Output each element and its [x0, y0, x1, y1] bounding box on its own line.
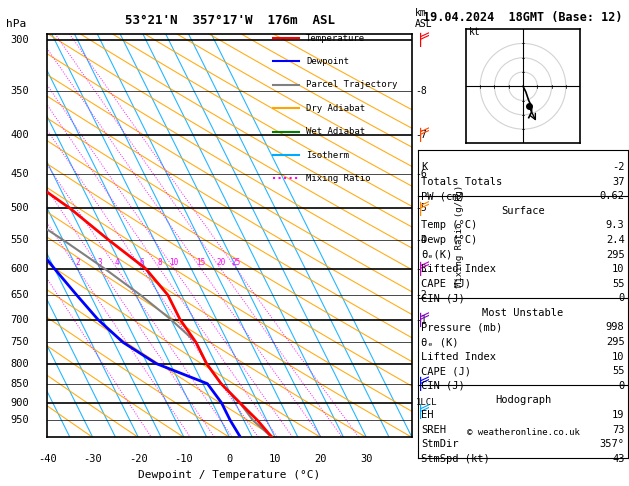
Text: -8: -8 — [416, 86, 427, 96]
Text: θₑ (K): θₑ (K) — [421, 337, 459, 347]
Text: -6: -6 — [416, 169, 427, 178]
Text: 900: 900 — [10, 398, 29, 408]
Text: 43: 43 — [612, 454, 625, 464]
Text: Dewpoint / Temperature (°C): Dewpoint / Temperature (°C) — [138, 469, 321, 480]
Text: Mixing Ratio: Mixing Ratio — [306, 174, 370, 183]
Text: 15: 15 — [196, 258, 206, 267]
Text: 30: 30 — [360, 453, 372, 464]
Text: hPa: hPa — [6, 19, 26, 29]
Text: 295: 295 — [606, 337, 625, 347]
Text: 37: 37 — [612, 176, 625, 187]
Text: -2: -2 — [416, 290, 427, 300]
Text: 3: 3 — [98, 258, 103, 267]
Text: 400: 400 — [10, 130, 29, 139]
Text: StmDir: StmDir — [421, 439, 459, 449]
Text: Pressure (mb): Pressure (mb) — [421, 323, 503, 332]
Text: EH: EH — [421, 410, 434, 420]
Text: 53°21'N  357°17'W  176m  ASL: 53°21'N 357°17'W 176m ASL — [125, 14, 335, 27]
Text: CIN (J): CIN (J) — [421, 381, 465, 391]
Text: Temp (°C): Temp (°C) — [421, 221, 477, 230]
Text: -7: -7 — [416, 130, 427, 139]
Text: Dewpoint: Dewpoint — [306, 57, 349, 66]
Text: 19.04.2024  18GMT (Base: 12): 19.04.2024 18GMT (Base: 12) — [423, 11, 623, 24]
Text: 25: 25 — [231, 258, 241, 267]
Text: -40: -40 — [38, 453, 57, 464]
Text: CAPE (J): CAPE (J) — [421, 279, 471, 289]
Text: SREH: SREH — [421, 425, 447, 434]
Text: 19: 19 — [612, 410, 625, 420]
Text: 2.4: 2.4 — [606, 235, 625, 245]
Text: θₑ(K): θₑ(K) — [421, 250, 453, 260]
Text: 850: 850 — [10, 379, 29, 389]
Text: Lifted Index: Lifted Index — [421, 352, 496, 362]
Text: 350: 350 — [10, 86, 29, 96]
Text: -20: -20 — [129, 453, 148, 464]
Text: 55: 55 — [612, 279, 625, 289]
Text: 950: 950 — [10, 416, 29, 425]
Text: -2: -2 — [612, 162, 625, 172]
Text: 1LCL: 1LCL — [416, 398, 437, 407]
Text: 73: 73 — [612, 425, 625, 434]
Text: -1: -1 — [416, 314, 427, 325]
Text: 0: 0 — [618, 294, 625, 303]
Text: -5: -5 — [416, 203, 427, 213]
Text: PW (cm): PW (cm) — [421, 191, 465, 201]
Text: Parcel Trajectory: Parcel Trajectory — [306, 80, 398, 89]
Text: -4: -4 — [416, 235, 427, 245]
Text: 300: 300 — [10, 35, 29, 45]
Text: 650: 650 — [10, 290, 29, 300]
Text: 10: 10 — [612, 264, 625, 274]
Text: 0: 0 — [226, 453, 233, 464]
Text: 10: 10 — [169, 258, 179, 267]
Text: 0: 0 — [618, 381, 625, 391]
Text: Dewp (°C): Dewp (°C) — [421, 235, 477, 245]
Text: Isotherm: Isotherm — [306, 151, 349, 159]
Text: -10: -10 — [175, 453, 193, 464]
Text: 450: 450 — [10, 169, 29, 178]
Text: K: K — [421, 162, 428, 172]
Text: 10: 10 — [269, 453, 281, 464]
Text: 6: 6 — [139, 258, 144, 267]
Text: Mixing Ratio (g/kg): Mixing Ratio (g/kg) — [455, 185, 464, 287]
Text: 55: 55 — [612, 366, 625, 376]
Text: CIN (J): CIN (J) — [421, 294, 465, 303]
Text: 8: 8 — [157, 258, 162, 267]
Text: 10: 10 — [612, 352, 625, 362]
Text: 2: 2 — [75, 258, 80, 267]
Text: Most Unstable: Most Unstable — [482, 308, 564, 318]
Text: 550: 550 — [10, 235, 29, 245]
Text: 295: 295 — [606, 250, 625, 260]
Text: Dry Adiabat: Dry Adiabat — [306, 104, 365, 113]
Text: 600: 600 — [10, 263, 29, 274]
Text: Surface: Surface — [501, 206, 545, 216]
Text: 357°: 357° — [599, 439, 625, 449]
Text: -3: -3 — [416, 263, 427, 274]
Text: 998: 998 — [606, 323, 625, 332]
Text: 0.62: 0.62 — [599, 191, 625, 201]
Text: Temperature: Temperature — [306, 34, 365, 43]
Text: 4: 4 — [114, 258, 120, 267]
Text: 700: 700 — [10, 314, 29, 325]
Text: 500: 500 — [10, 203, 29, 213]
Text: 20: 20 — [216, 258, 225, 267]
Text: CAPE (J): CAPE (J) — [421, 366, 471, 376]
Text: © weatheronline.co.uk: © weatheronline.co.uk — [467, 428, 579, 437]
Text: kt: kt — [469, 27, 481, 37]
Text: Hodograph: Hodograph — [495, 396, 551, 405]
Text: 9.3: 9.3 — [606, 221, 625, 230]
Text: Totals Totals: Totals Totals — [421, 176, 503, 187]
Text: 20: 20 — [314, 453, 327, 464]
Text: Lifted Index: Lifted Index — [421, 264, 496, 274]
Text: StmSpd (kt): StmSpd (kt) — [421, 454, 490, 464]
Text: -30: -30 — [84, 453, 102, 464]
Text: km
ASL: km ASL — [415, 8, 433, 29]
Text: 800: 800 — [10, 359, 29, 369]
Text: Wet Adiabat: Wet Adiabat — [306, 127, 365, 136]
Text: 750: 750 — [10, 337, 29, 347]
